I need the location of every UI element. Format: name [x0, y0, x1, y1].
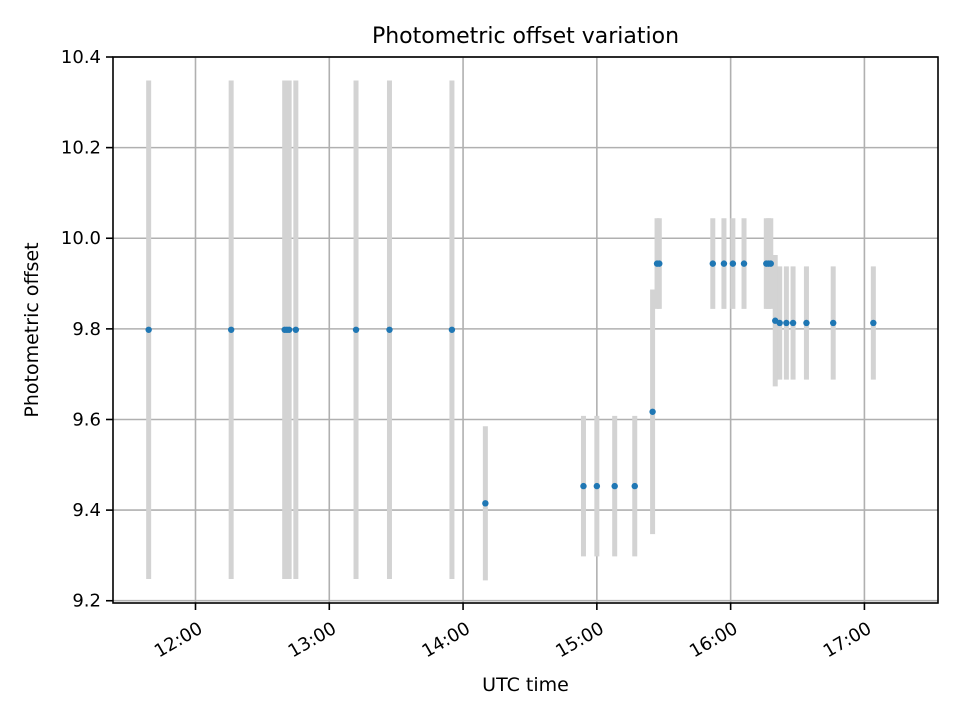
data-point [145, 326, 152, 333]
grid [113, 56, 938, 603]
data-point [776, 319, 783, 327]
data-point [227, 326, 235, 333]
data-point [580, 482, 587, 490]
data-point [285, 326, 293, 333]
y-tick-label: 10.2 [61, 138, 101, 159]
data-point [789, 319, 797, 327]
x-tick-label: 13:00 [285, 618, 340, 662]
data-point [870, 319, 877, 327]
data-point [740, 260, 748, 267]
x-tick-label: 17:00 [820, 618, 875, 662]
data-point [482, 500, 489, 507]
y-tick-label: 9.6 [72, 409, 101, 430]
data-point [631, 482, 638, 490]
data-point [767, 260, 774, 267]
x-axis-ticks: 12:00 13:00 14:00 15:00 16:00 17:00 [151, 603, 875, 662]
data-point [292, 326, 300, 333]
data-point [611, 482, 618, 490]
data-point [729, 260, 737, 267]
x-axis-label: UTC time [482, 674, 569, 696]
data-point [803, 319, 810, 327]
data-point [649, 408, 656, 415]
x-tick-label: 15:00 [552, 618, 607, 662]
data-point [448, 326, 456, 333]
chart-title: Photometric offset variation [372, 24, 679, 49]
data-point [720, 260, 728, 267]
x-tick-label: 12:00 [151, 618, 206, 662]
y-tick-label: 9.4 [72, 500, 101, 521]
x-tick-label: 14:00 [418, 618, 473, 662]
data-point [593, 482, 601, 490]
y-axis-ticks: 9.2 9.4 9.6 9.8 10.0 10.2 10.4 [61, 47, 113, 612]
data-point [783, 319, 790, 327]
x-tick-label: 16:00 [686, 618, 741, 662]
data-point [709, 260, 716, 267]
error-bars [146, 80, 876, 581]
data-points [145, 260, 877, 507]
y-tick-label: 9.8 [72, 319, 101, 340]
y-tick-label: 10.4 [61, 47, 101, 68]
y-axis-label: Photometric offset [21, 242, 43, 417]
data-point [386, 326, 393, 333]
y-tick-label: 9.2 [72, 591, 101, 612]
plot-frame [112, 56, 939, 604]
data-point [656, 260, 663, 267]
data-point [352, 326, 360, 333]
y-tick-label: 10.0 [61, 228, 101, 249]
data-point [830, 319, 837, 327]
